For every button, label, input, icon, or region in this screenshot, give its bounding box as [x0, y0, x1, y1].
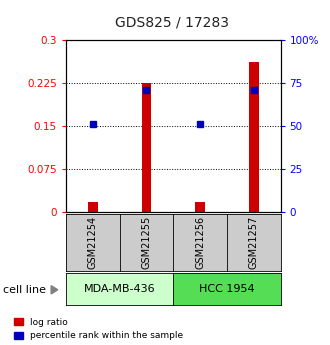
- Text: GSM21254: GSM21254: [88, 216, 98, 269]
- Text: GSM21255: GSM21255: [142, 216, 151, 269]
- Bar: [88, 202, 98, 212]
- Bar: [249, 61, 258, 212]
- Text: GSM21256: GSM21256: [195, 216, 205, 269]
- Text: HCC 1954: HCC 1954: [199, 284, 255, 294]
- Bar: [142, 83, 151, 212]
- Text: GSM21257: GSM21257: [249, 216, 259, 269]
- Polygon shape: [51, 286, 58, 294]
- Bar: [195, 202, 205, 212]
- Legend: log ratio, percentile rank within the sample: log ratio, percentile rank within the sa…: [15, 318, 183, 341]
- Text: MDA-MB-436: MDA-MB-436: [84, 284, 155, 294]
- Text: cell line: cell line: [3, 285, 46, 295]
- Text: GDS825 / 17283: GDS825 / 17283: [115, 16, 229, 29]
